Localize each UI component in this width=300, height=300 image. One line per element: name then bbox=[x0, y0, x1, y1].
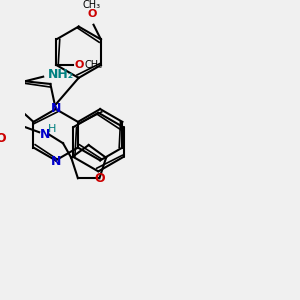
Text: H: H bbox=[48, 124, 56, 134]
Text: N: N bbox=[50, 102, 61, 115]
Text: O: O bbox=[0, 132, 6, 145]
Text: N: N bbox=[40, 128, 50, 140]
Text: CH₃: CH₃ bbox=[82, 0, 101, 10]
Text: NH₂: NH₂ bbox=[48, 68, 74, 81]
Text: O: O bbox=[87, 9, 96, 19]
Text: CH₃: CH₃ bbox=[85, 60, 103, 70]
Text: O: O bbox=[94, 172, 105, 185]
Text: O: O bbox=[75, 60, 84, 70]
Text: N: N bbox=[50, 155, 61, 168]
